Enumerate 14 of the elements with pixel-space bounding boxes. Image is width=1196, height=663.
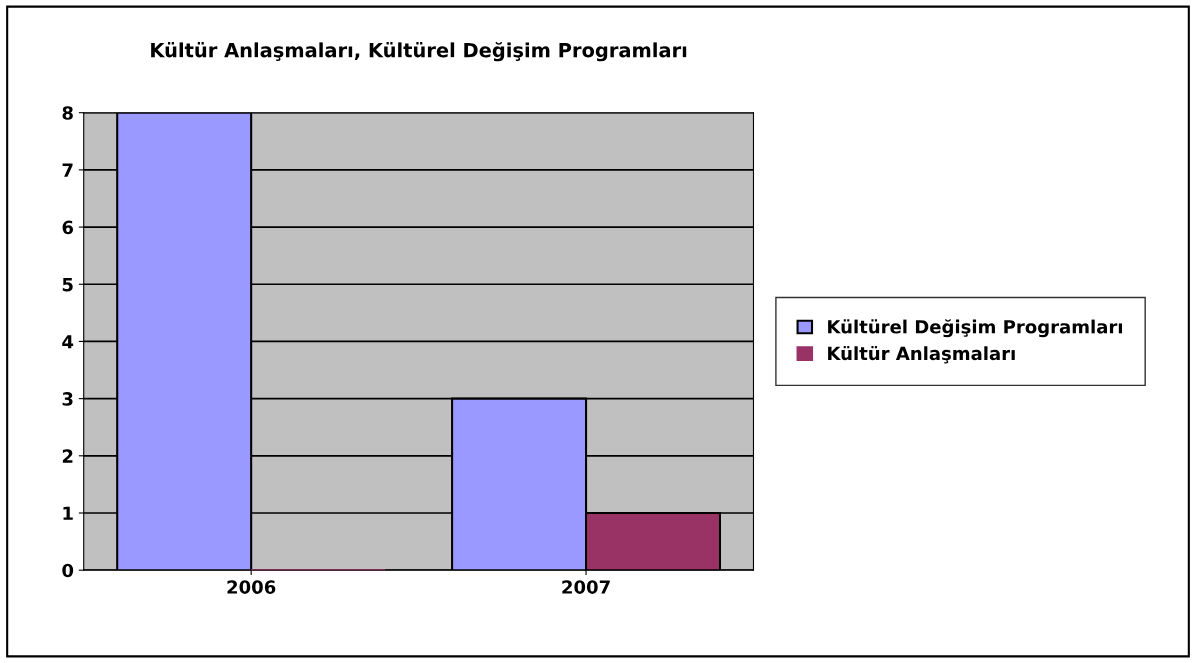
y-tick-label: 4	[62, 335, 74, 349]
y-tick-label: 1	[63, 506, 73, 520]
y-tick-label: 7	[62, 163, 73, 177]
x-tick-label: 2007	[562, 580, 610, 594]
legend-label: Kültür Anlaşmaları	[828, 346, 1015, 364]
y-tick-label: 2	[62, 449, 73, 463]
y-tick-label: 5	[62, 277, 73, 292]
legend-label: Kültürel Değişim Programları	[828, 319, 1122, 338]
y-tick-label: 6	[62, 220, 74, 235]
y-tick-label: 0	[62, 563, 74, 578]
x-tick-label: 2006	[227, 580, 276, 594]
y-tick-label: 3	[62, 392, 73, 406]
y-tick-label: 8	[62, 106, 73, 120]
chart-title: Kültür Anlaşmaları, Kültürel Değişim Programları	[151, 41, 687, 62]
